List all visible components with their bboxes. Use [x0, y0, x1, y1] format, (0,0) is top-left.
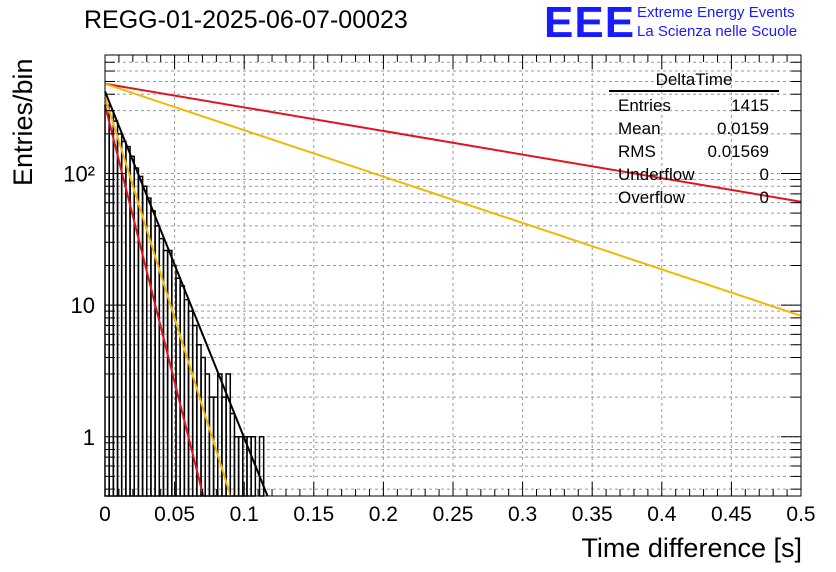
x-tick-label: 0	[99, 503, 111, 526]
x-tick-label: 0.4	[647, 503, 677, 526]
stats-value: 0	[759, 165, 769, 184]
y-tick-label: 1	[83, 425, 95, 450]
stats-box: DeltaTime Entries 1415 Mean 0.0159 RMS 0…	[607, 70, 779, 209]
stats-value: 0	[759, 188, 769, 207]
axis-ticks	[104, 55, 802, 496]
stats-row-rms: RMS 0.01569	[607, 140, 779, 163]
stats-value: 1415	[731, 96, 769, 115]
stats-label: RMS	[618, 142, 656, 161]
fit-line-black-fit	[104, 91, 269, 497]
x-axis-label: Time difference [s]	[581, 533, 802, 563]
eee-logo-line2: La Scienza nelle Scuole	[637, 23, 798, 40]
plot-frame	[104, 54, 802, 497]
stats-label: Mean	[618, 119, 661, 138]
x-tick-label: 0.1	[230, 503, 259, 526]
grid-lines	[105, 55, 801, 496]
stats-value: 0.01569	[707, 142, 769, 161]
stats-row-mean: Mean 0.0159	[607, 117, 779, 140]
fit-line-yellow-shallow	[104, 82, 802, 317]
fit-line-red-steep	[104, 104, 205, 497]
y-axis-label: Entries/bin	[8, 58, 38, 186]
fit-line-yellow-steep	[104, 96, 232, 497]
stats-label: Underflow	[618, 165, 695, 184]
y-tick-label: 10²	[63, 161, 95, 186]
tick-labels: 0 0.05 0.1 0.15 0.2 0.25 0.3 0.35 0.4 0.45 0.5 1 10 1…	[63, 161, 815, 526]
x-tick-label: 0.3	[508, 503, 537, 526]
x-tick-label: 0.2	[369, 503, 398, 526]
fit-line-red-shallow	[104, 82, 802, 203]
stats-title: DeltaTime	[609, 70, 779, 92]
stats-label: Overflow	[618, 188, 686, 207]
stats-row-underflow: Underflow 0	[607, 163, 779, 186]
x-tick-label: 0.5	[786, 503, 815, 526]
eee-logo: EEE	[544, 0, 636, 47]
stats-row-entries: Entries 1415	[607, 94, 779, 117]
x-tick-label: 0.05	[154, 503, 195, 526]
chart-title: REGG-01-2025-06-07-00023	[84, 6, 408, 34]
fit-curves	[104, 82, 802, 497]
stats-row-overflow: Overflow 0	[607, 186, 779, 209]
x-tick-label: 0.35	[572, 503, 613, 526]
stats-label: Entries	[618, 96, 671, 115]
eee-logo-line1: Extreme Energy Events	[637, 4, 795, 21]
y-tick-label: 10	[71, 293, 95, 318]
stats-value: 0.0159	[717, 119, 769, 138]
x-tick-label: 0.15	[293, 503, 334, 526]
x-tick-label: 0.45	[711, 503, 752, 526]
x-tick-label: 0.25	[433, 503, 474, 526]
